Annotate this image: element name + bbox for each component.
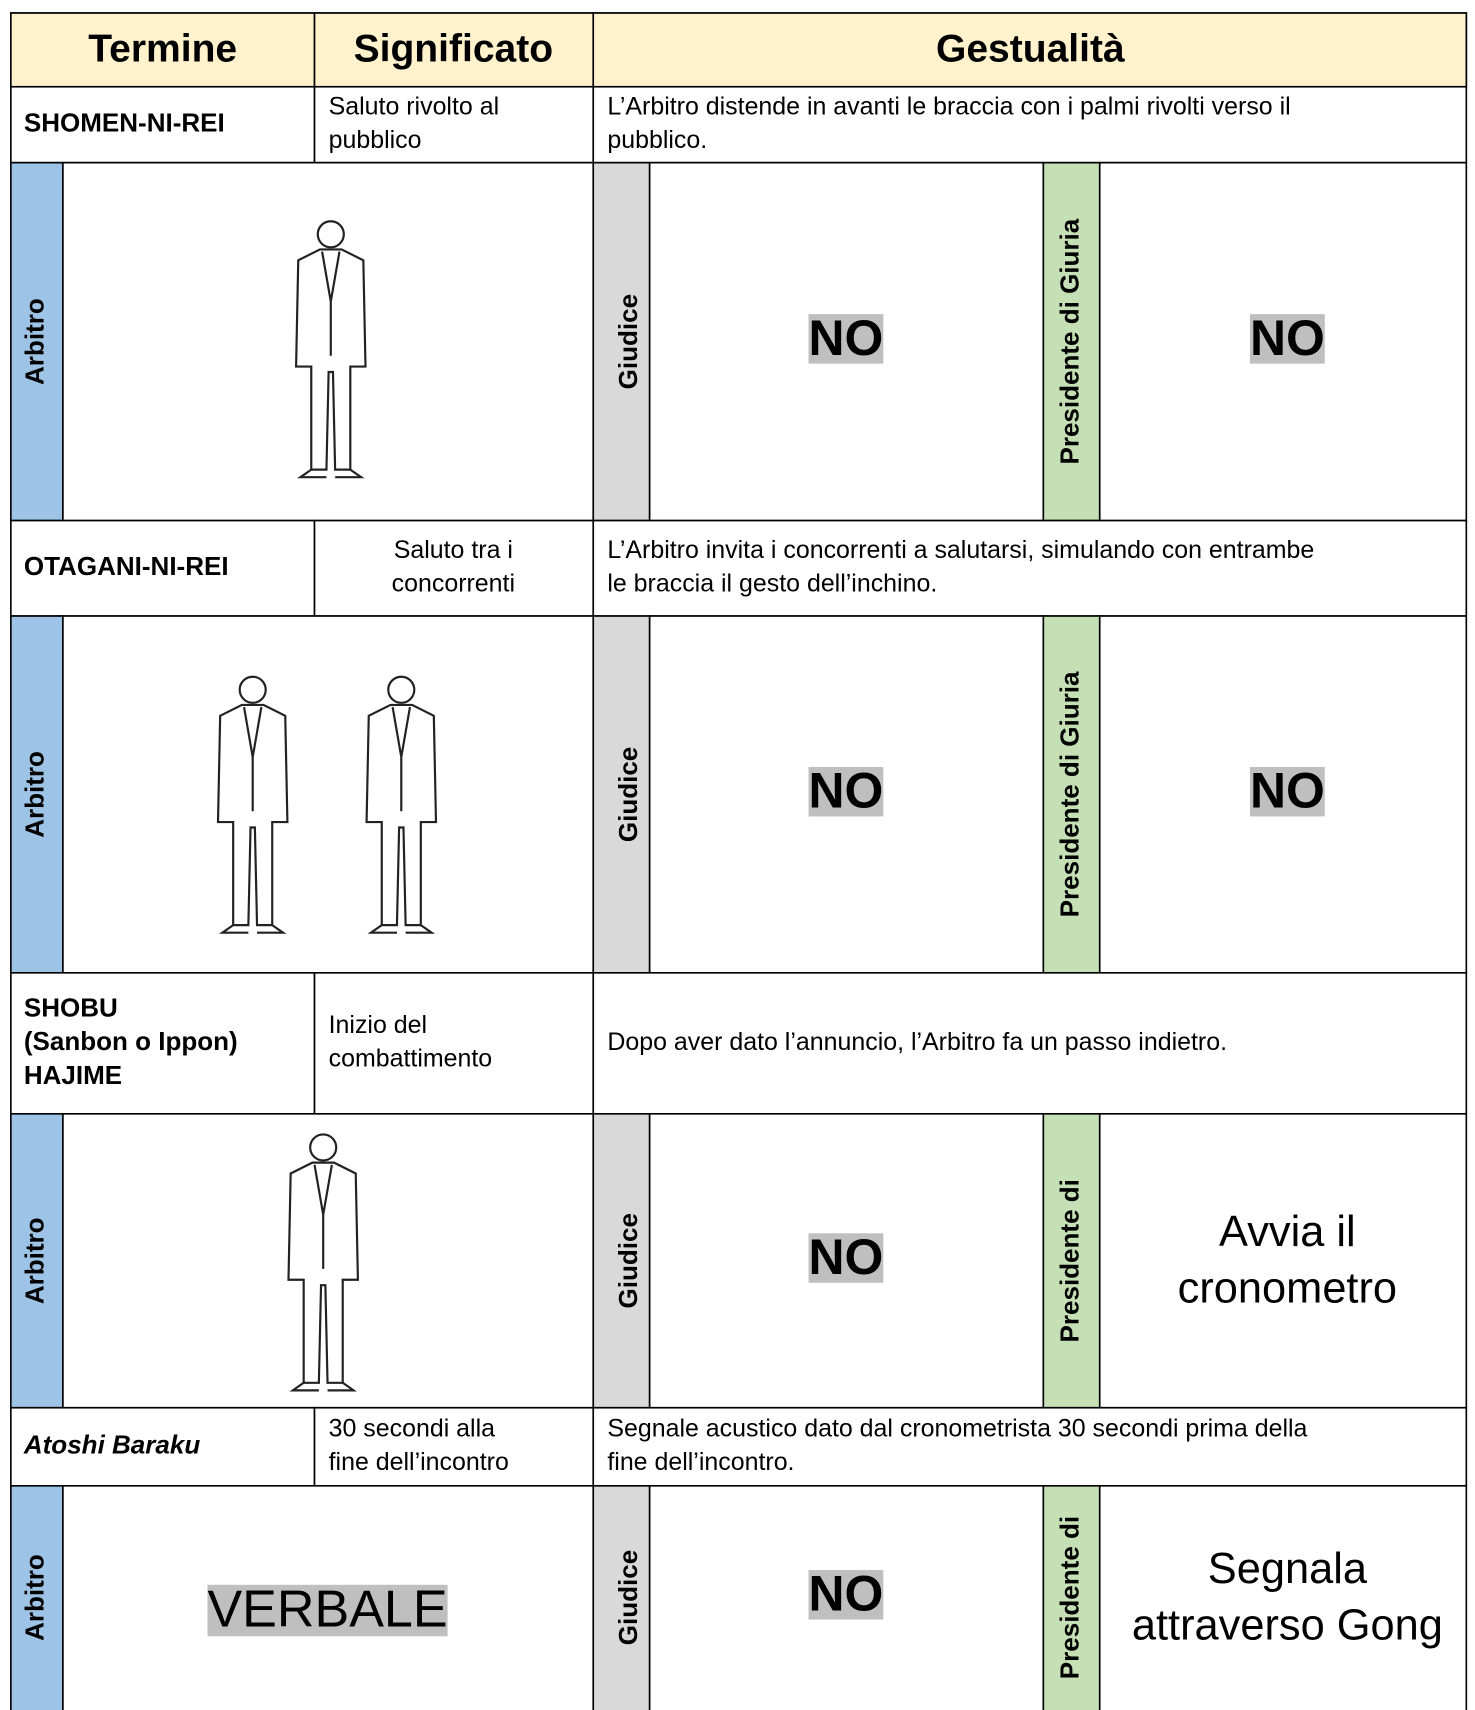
- highlight: [808, 766, 884, 817]
- action: NO: [809, 1229, 884, 1285]
- cell-text: Dopo aver dato l’annuncio, l’Arbitro fa …: [607, 1028, 1227, 1056]
- cell: [313, 85, 595, 164]
- cell: [10, 972, 316, 1115]
- cell-text: pubblico.: [607, 126, 707, 154]
- label-strip: [10, 615, 64, 974]
- cell-text: pubblico: [329, 126, 422, 154]
- cell: [62, 161, 595, 522]
- label-strip: [10, 161, 64, 522]
- action: NO: [1250, 763, 1325, 819]
- cell-text: attraverso Gong: [1132, 1601, 1443, 1649]
- cell: [1098, 1485, 1468, 1710]
- cell-text: le braccia il gesto dell’inchino.: [607, 570, 937, 598]
- cell-text: Segnale acustico dato dal cronometrista …: [607, 1415, 1307, 1443]
- cell-text: HAJIME: [24, 1060, 122, 1090]
- action: VERBALE: [207, 1580, 447, 1638]
- cell-text: Segnala: [1208, 1545, 1368, 1593]
- label-strip: [1042, 1485, 1101, 1710]
- cell-text: cronometro: [1178, 1265, 1397, 1313]
- header-cell: [592, 12, 1468, 88]
- vertical-label: Presidente di Giuria: [1054, 671, 1084, 917]
- cell-text: Avvia il: [1219, 1208, 1356, 1256]
- action: NO: [809, 763, 884, 819]
- cell-text: concorrenti: [392, 570, 515, 598]
- cell-text: (Sanbon o Ippon): [24, 1026, 238, 1056]
- highlight: [808, 1570, 884, 1620]
- header-cell: [313, 12, 595, 88]
- cell-text: Inizio del: [329, 1011, 427, 1039]
- cell: [592, 519, 1468, 617]
- cell-text: SHOBU: [24, 993, 118, 1023]
- header-text: Significato: [354, 27, 554, 70]
- action: NO: [1250, 310, 1325, 366]
- label-strip: [1042, 615, 1101, 974]
- cell: [62, 615, 595, 974]
- cell: [592, 1406, 1468, 1487]
- cell: [1098, 1113, 1468, 1409]
- action: NO: [809, 1566, 884, 1622]
- cell: [10, 519, 316, 617]
- highlight: [808, 314, 884, 364]
- vertical-label: Presidente di: [1054, 1179, 1084, 1342]
- action: NO: [809, 310, 884, 366]
- header-text: Termine: [88, 27, 237, 70]
- cell-text: combattimento: [329, 1045, 493, 1073]
- highlight: [808, 1233, 884, 1283]
- cell-text: Atoshi Baraku: [23, 1430, 200, 1460]
- vertical-label: Arbitro: [20, 1217, 50, 1304]
- header-text: Gestualità: [936, 27, 1125, 70]
- cell: [313, 972, 595, 1115]
- cell-text: Saluto tra i: [394, 536, 513, 564]
- cell-text: L’Arbitro invita i concorrenti a salutar…: [607, 536, 1314, 564]
- vertical-label: Giudice: [613, 1550, 643, 1645]
- cell: [313, 519, 595, 617]
- cell-text: 30 secondi alla: [329, 1415, 495, 1443]
- cell-text: L’Arbitro distende in avanti le braccia …: [607, 93, 1290, 121]
- cell: [313, 1406, 595, 1487]
- vertical-label: Arbitro: [20, 1554, 50, 1641]
- cell-text: fine dell’incontro: [329, 1448, 509, 1476]
- vertical-label: Arbitro: [20, 751, 50, 838]
- vertical-label: Giudice: [613, 1213, 643, 1308]
- cell-text: Saluto rivolto al: [329, 93, 500, 121]
- vertical-label: Presidente di Giuria: [1054, 218, 1084, 464]
- header-cell: [10, 12, 316, 88]
- cell-text: fine dell’incontro.: [607, 1448, 794, 1476]
- vertical-label: Presidente di: [1054, 1516, 1084, 1679]
- highlight: [1249, 314, 1325, 364]
- cell-text: OTAGANI-NI-REI: [24, 551, 229, 581]
- cell-text: SHOMEN-NI-REI: [24, 108, 225, 138]
- vertical-label: Giudice: [613, 747, 643, 842]
- highlight: [1249, 766, 1325, 817]
- label-strip: [10, 1485, 64, 1710]
- vertical-label: Arbitro: [20, 298, 50, 385]
- cell: [10, 85, 316, 164]
- vertical-label: Giudice: [613, 294, 643, 389]
- cell: [592, 972, 1468, 1115]
- highlight: [207, 1584, 448, 1637]
